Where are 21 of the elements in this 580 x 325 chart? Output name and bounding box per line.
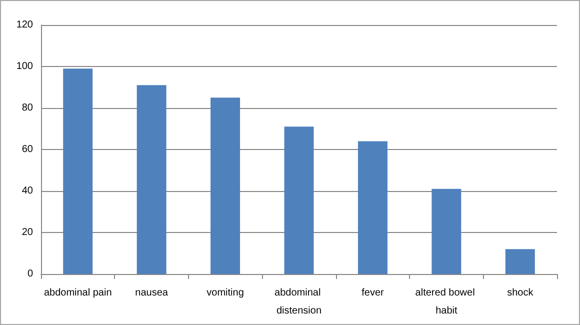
y-tick-label: 60 <box>22 144 34 155</box>
y-tick-label: 100 <box>16 61 34 72</box>
y-tick-label: 0 <box>27 268 34 280</box>
bar <box>210 98 240 274</box>
bar <box>63 68 93 274</box>
x-tick-label: abdominal pain <box>44 288 112 298</box>
bar <box>432 188 462 274</box>
x-tick-label: abdominal distension <box>274 288 324 316</box>
y-tick-label: 120 <box>16 20 34 30</box>
bar <box>136 85 166 274</box>
x-tick-label: vomiting <box>206 288 244 298</box>
y-tick-label: 80 <box>22 102 34 114</box>
y-tick-label: 40 <box>22 186 34 196</box>
bar <box>284 126 314 274</box>
bar <box>505 249 535 274</box>
x-tick-label: nausea <box>135 288 168 298</box>
bar <box>358 141 388 274</box>
x-tick-label: fever <box>362 288 384 298</box>
x-tick-label: shock <box>507 288 534 298</box>
y-tick-label: 20 <box>22 227 34 238</box>
x-tick-label: altered bowel habit <box>415 288 478 316</box>
